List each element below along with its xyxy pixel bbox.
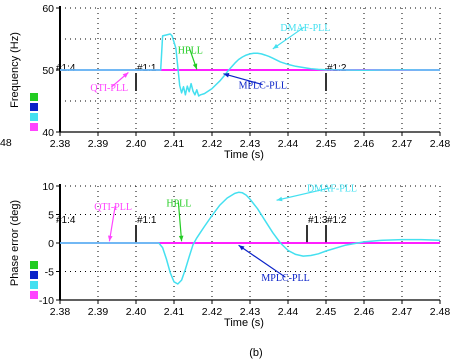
x-tick-label: 2.39 bbox=[88, 306, 109, 318]
y-tick-label: 5 bbox=[48, 210, 54, 222]
event-marker-label: #1:2 bbox=[327, 63, 347, 74]
legend-swatch bbox=[30, 123, 38, 131]
annotation-arrow bbox=[177, 202, 183, 242]
legend-swatch bbox=[30, 261, 38, 269]
annotation-label: MPLC-PLL bbox=[239, 81, 287, 92]
event-marker-label: #1:3 bbox=[308, 215, 328, 226]
y-tick-label: 40 bbox=[42, 127, 54, 139]
annotation-arrowhead bbox=[276, 196, 283, 202]
y-tick-label: 0 bbox=[48, 238, 54, 250]
event-marker-label: #1:1 bbox=[137, 215, 157, 226]
annotation-label: DMAF-PLL bbox=[280, 23, 330, 34]
event-marker-label: #1:4 bbox=[56, 215, 76, 226]
x-tick-label: 2.48 bbox=[430, 138, 451, 150]
x-tick-label: 2.38 bbox=[50, 138, 71, 150]
phase-error-panel: 2.38 2.39 2.40 2.41 2.42 2.43 2.44 2.45 2.46 2.47… bbox=[9, 181, 450, 329]
x-tick-label: 2.45 bbox=[316, 306, 337, 318]
legend-swatch bbox=[30, 113, 38, 121]
y-tick-label: 10 bbox=[42, 181, 54, 193]
x-tick-label: 2.47 bbox=[392, 306, 413, 318]
x-tick-label: 2.44 bbox=[278, 138, 299, 150]
legend-swatch bbox=[30, 291, 38, 299]
annotation-label: DMAF-PLL bbox=[307, 184, 357, 195]
legend-swatch bbox=[30, 93, 38, 101]
y-tick-label: 50 bbox=[42, 65, 54, 77]
x-tick-label: 2.39 bbox=[88, 138, 109, 150]
y-axis-label: Frequency (Hz) bbox=[9, 32, 21, 108]
series-dmaf-line bbox=[60, 33, 440, 97]
x-tick-label: 2.43 bbox=[240, 306, 261, 318]
x-tick-label: 2.38 bbox=[50, 306, 71, 318]
annotation-label: QTI-PLL bbox=[94, 202, 132, 213]
x-tick-label: 2.46 bbox=[354, 138, 375, 150]
y-tick-label: -5 bbox=[45, 267, 54, 279]
annotation-arrowhead bbox=[238, 245, 245, 251]
x-tick-label: 2.47 bbox=[392, 138, 413, 150]
x-tick-label: 2.41 bbox=[164, 306, 185, 318]
x-tick-label: 2.42 bbox=[202, 138, 223, 150]
x-axis-label: Time (s) bbox=[224, 149, 264, 161]
y-tick-label: 60 bbox=[42, 3, 54, 15]
y-tick-label: -10 bbox=[39, 295, 54, 307]
annotation-label: QTI-PLL bbox=[90, 83, 128, 94]
event-marker-label: #1:4 bbox=[56, 63, 76, 74]
annotation-arrowhead bbox=[272, 43, 279, 49]
y-axis-label: Phase error (deg) bbox=[9, 200, 21, 286]
annotation-label: MPLC-PLL bbox=[261, 273, 309, 284]
annotation-arrowhead bbox=[223, 72, 230, 78]
legend-swatch bbox=[30, 271, 38, 279]
annotation-arrowhead bbox=[122, 72, 129, 78]
event-marker-label: #1:2 bbox=[327, 215, 347, 226]
x-tick-label: 2.46 bbox=[354, 306, 375, 318]
frequency-panel: 2.38 2.39 2.40 2.41 2.42 2.43 2.44 2.45 2.46 2.47… bbox=[0, 3, 450, 161]
annotation-arrow bbox=[108, 205, 116, 242]
annotation-label: HPLL bbox=[178, 45, 203, 56]
x-tick-label: 2.45 bbox=[316, 138, 337, 150]
series-dmaf-line bbox=[60, 191, 441, 285]
x-tick-label: 2.40 bbox=[126, 138, 147, 150]
annotation-label: HPLL bbox=[166, 199, 191, 210]
figure-caption: (b) bbox=[249, 347, 262, 359]
annotation-arrowhead bbox=[107, 235, 113, 242]
annotation-arrow bbox=[276, 187, 332, 201]
x-tick-label: 2.48 bbox=[430, 306, 451, 318]
annotation-arrowhead bbox=[178, 235, 184, 242]
annotation-arrow bbox=[238, 244, 286, 278]
cropped-label: 48 bbox=[0, 137, 12, 149]
x-tick-label: 2.41 bbox=[164, 138, 185, 150]
x-tick-label: 2.44 bbox=[278, 306, 299, 318]
legend-swatch bbox=[30, 281, 38, 289]
event-marker-label: #1:1 bbox=[137, 63, 157, 74]
x-tick-label: 2.43 bbox=[240, 138, 261, 150]
legend-swatch bbox=[30, 103, 38, 111]
x-tick-label: 2.40 bbox=[126, 306, 147, 318]
x-axis-label: Time (s) bbox=[224, 317, 264, 329]
x-tick-label: 2.42 bbox=[202, 306, 223, 318]
annotation-arrow bbox=[272, 26, 305, 50]
annotation-arrow bbox=[223, 73, 263, 86]
annotation-arrowhead bbox=[192, 63, 198, 70]
